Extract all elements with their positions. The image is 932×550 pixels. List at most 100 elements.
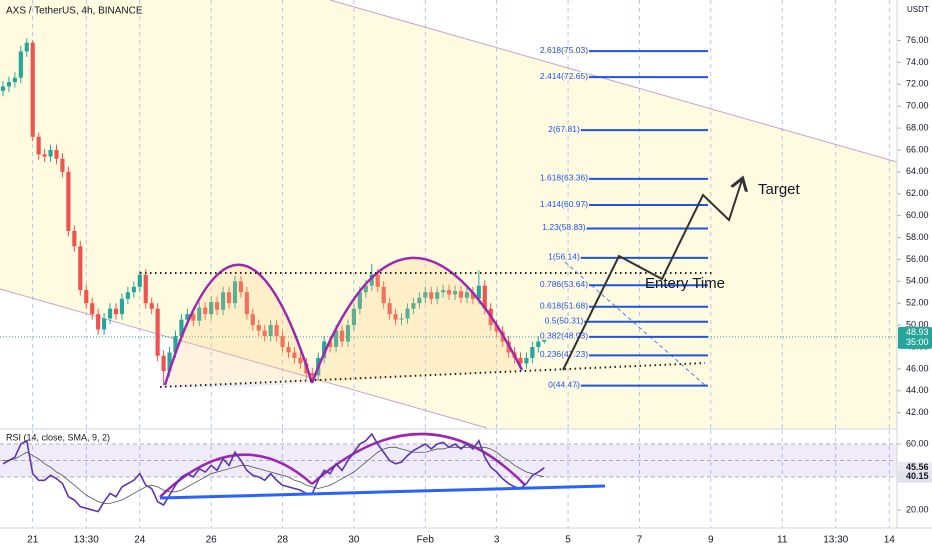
- candle-body: [441, 290, 446, 293]
- candle-body: [268, 325, 273, 337]
- fib-label: 2.618(75.03): [540, 45, 588, 55]
- y-tick-label: 68.00: [906, 122, 929, 132]
- x-tick-label: 13:30: [74, 535, 99, 546]
- fib-label: 0.786(53.64): [540, 279, 588, 289]
- fib-levels: 2.618(75.03) 2.414(72.65) 2(67.81) 1.618(63…: [538, 43, 708, 391]
- price-axis: [897, 0, 932, 550]
- candle-body: [292, 352, 297, 358]
- candle-body: [328, 341, 333, 347]
- y-tick-label: 60.00: [906, 210, 929, 220]
- y-tick-label: 66.00: [906, 144, 929, 154]
- rsi-line: [2, 446, 545, 504]
- y-tick-label: 42.00: [906, 407, 929, 417]
- x-tick-label: 5: [565, 535, 571, 546]
- grid: [0, 0, 897, 528]
- candle-body: [125, 292, 130, 299]
- x-tick-label: 9: [708, 535, 714, 546]
- y-tick-label: 76.00: [906, 35, 929, 45]
- y-tick-label: 74.00: [906, 57, 929, 67]
- candle-body: [84, 290, 89, 304]
- candle-body: [113, 308, 119, 315]
- candle-body: [393, 314, 398, 320]
- fib-label: 0.618(51.68): [540, 300, 588, 310]
- x-tick-label: 26: [206, 535, 218, 546]
- rsi-badge-label: 40.15: [906, 471, 929, 481]
- candle-body: [173, 336, 178, 353]
- y-tick-label: 54.00: [906, 276, 929, 286]
- candle-body: [375, 274, 380, 287]
- candle-body: [42, 154, 47, 157]
- candle-body: [530, 346, 535, 358]
- candle-body: [250, 314, 255, 326]
- candle-body: [66, 171, 71, 231]
- candle-body: [351, 308, 357, 326]
- candle-body: [542, 336, 547, 342]
- candle-body: [143, 274, 148, 304]
- cup-arc: [310, 256, 524, 384]
- y-tick-label: 50.00: [906, 319, 929, 329]
- fib-label: 2(67.81): [548, 124, 580, 134]
- fib-label: 1.414(60.97): [540, 199, 588, 209]
- x-tick-label: 13:30: [823, 535, 848, 546]
- support-fill: [160, 383, 312, 387]
- support-line: [159, 362, 706, 388]
- candle-body: [333, 330, 339, 347]
- y-tick-label: 70.00: [906, 101, 929, 111]
- candle-body: [6, 82, 12, 87]
- candle-body: [369, 274, 374, 286]
- candle-body: [90, 303, 95, 315]
- x-tick-label: 28: [277, 535, 289, 546]
- candle-body: [179, 319, 184, 337]
- candle-body: [524, 357, 529, 364]
- candle-body: [298, 357, 303, 364]
- candle-body: [262, 330, 267, 337]
- y-tick-label: 46.00: [906, 363, 929, 373]
- candle-body: [185, 314, 190, 320]
- channel-lower: [0, 288, 488, 429]
- x-tick-label: Feb: [417, 535, 435, 546]
- candle-body: [387, 303, 392, 315]
- candle-body: [399, 318, 404, 320]
- rsi-badge-label: 45.56: [906, 462, 929, 472]
- candle-body: [381, 286, 386, 304]
- fib-label: 0(44.47): [548, 379, 580, 389]
- chart-title: AXS / TetherUS, 4h, BINANCE: [6, 6, 143, 17]
- candle-body: [215, 302, 220, 310]
- candle-body: [274, 325, 279, 337]
- candle-body: [107, 308, 113, 319]
- candle-body: [155, 308, 160, 356]
- x-tick-label: 24: [134, 535, 146, 546]
- candle-body: [0, 86, 6, 91]
- candle-body: [232, 281, 238, 304]
- candle-body: [220, 292, 226, 310]
- candle-body: [310, 373, 315, 376]
- candle-body: [191, 314, 196, 321]
- candle-body: [54, 149, 59, 159]
- candle-body: [167, 352, 172, 372]
- rsi-arc: [311, 432, 526, 486]
- candle-body: [226, 292, 232, 304]
- annotation: Entery Time: [645, 275, 725, 292]
- candle-body: [137, 274, 142, 287]
- candle-body: [18, 51, 23, 78]
- candle-body: [256, 325, 261, 331]
- rsi-line: [2, 432, 545, 513]
- candle-body: [411, 303, 416, 309]
- fib-label: 2.414(72.65): [540, 71, 588, 81]
- fib-label: 0.382(48.93): [540, 331, 588, 341]
- candle-body: [238, 281, 243, 293]
- candle-body: [48, 149, 53, 157]
- candle-body: [357, 292, 362, 309]
- candle-body: [286, 346, 291, 353]
- candle-body: [339, 330, 345, 342]
- diagonal-guide: [564, 261, 707, 387]
- rsi-title: RSI (14, close, SMA, 9, 2): [6, 432, 110, 442]
- candle-body: [149, 303, 154, 309]
- candle-body: [494, 325, 499, 332]
- candle-body: [470, 292, 475, 299]
- candle-body: [435, 292, 440, 299]
- candle-body: [60, 158, 65, 172]
- y-tick-label: 64.00: [906, 166, 929, 176]
- candle-body: [518, 357, 523, 364]
